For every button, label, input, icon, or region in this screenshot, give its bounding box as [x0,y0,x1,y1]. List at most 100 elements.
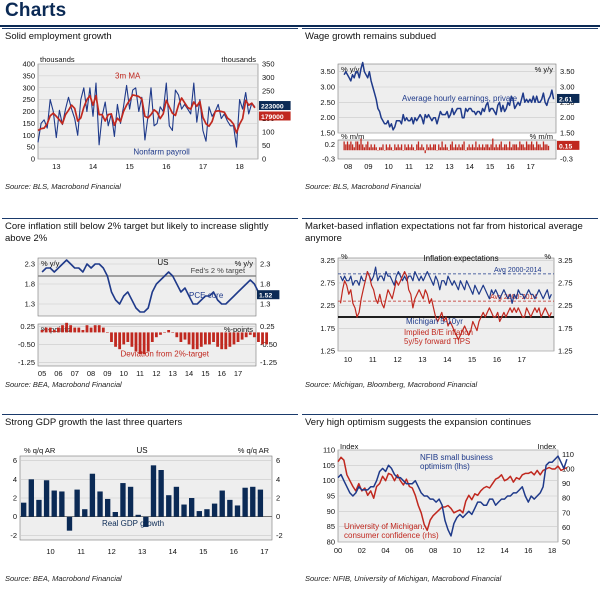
deviation-bar [101,327,105,333]
x-tick: 08 [87,369,95,378]
y-right-unit: Index [538,442,557,451]
y-left-tick: 80 [327,538,335,547]
deviation-bar [224,332,228,350]
mm-bar [438,144,440,151]
y-left-tick: 2 [13,494,17,503]
x-tick: 14 [443,355,451,364]
gdp-bar [196,511,202,517]
deviation-bar [154,332,158,338]
deviation-bar [97,325,101,333]
y-right-tick: 2.25 [558,301,573,310]
mm-bar [356,141,359,151]
end-label: 2.61 [559,96,572,103]
mm-bar [405,147,408,151]
x-tick: 14 [466,162,474,171]
mm-bar [416,144,418,151]
mm-bar [487,144,489,151]
mm-bar [546,144,548,151]
mm-bar [431,147,433,151]
end-label: 179000 [261,114,284,121]
x-tick: 13 [445,162,453,171]
mm-bar [365,144,367,151]
deviation-bar [126,332,130,342]
deviation-bar [159,332,162,335]
mm-bar [382,144,384,151]
mm-bar [390,147,393,151]
y-left-tick: 50 [27,143,35,152]
gdp-bar [74,489,80,517]
x-tick: 15 [201,369,209,378]
deviation-bar [142,332,146,354]
mm-bar [524,147,526,151]
end-label-box [259,111,291,121]
x-tick: 11 [369,355,377,364]
mm-bar [515,144,518,151]
mm-bar [471,144,474,151]
y-right-tick: 50 [562,538,570,547]
y-right-tick: 2 [276,494,280,503]
x-tick: 00 [334,546,342,555]
y-right-tick: 2.00 [560,113,575,122]
x-tick: 10 [385,162,393,171]
series-label: NFIB small business [420,453,493,462]
mm-bar [414,150,416,151]
series-label: PCE core [189,291,224,300]
mm-bar [392,150,394,151]
mm-bar [427,147,430,151]
mm-bar [400,144,403,151]
panel-core-inflation: Core inflation still below 2% target but… [2,218,298,394]
gdp-bar [89,473,96,517]
gdp-bar [97,491,103,517]
y-right-tick: 3.25 [558,256,573,265]
mm-bar [537,144,540,151]
x-tick: 14 [185,369,193,378]
panel-source: Source: BLS, Macrobond Financial [5,182,121,191]
earnings-line [343,61,555,131]
gdp-bar [135,514,141,517]
mm-bar [350,141,352,151]
mm-bar [482,144,484,151]
mm-bar [483,147,485,151]
panel-title: Very high optimism suggests the expansio… [305,417,532,428]
y-right-unit: % q/q AR [238,446,270,455]
deviation-bar [195,332,199,350]
mm-bar [453,147,455,151]
x-tick: 17 [199,162,207,171]
mm-bar [439,147,442,151]
chart-core-inflation: 1.3 1.3 1.8 1.8 2.3 2.3 0.25 0.25 -0.50 -0.50 -1.2… [18,257,280,378]
mm-bar [394,144,396,151]
mm-bar [446,147,448,151]
deviation-bar [110,332,113,342]
y-right-tick: 110 [562,450,574,459]
gdp-bar [43,480,50,517]
mm-bar [348,144,350,151]
mm-bar [436,150,438,151]
payroll-line [37,82,256,148]
x-tick: 13 [52,162,60,171]
y-right-tick: 50 [262,141,270,150]
mm-bar [387,147,389,151]
mm-bar [458,144,460,151]
deviation-bar [220,332,224,350]
x-tick: 11 [136,369,144,378]
deviation-bar [252,332,256,338]
gdp-bar [82,509,88,517]
mm-bar [519,141,521,151]
gdp-bar [36,499,42,517]
y-left-unit: % y/y [341,65,360,74]
series-label: 5y/5y forward TIPS [404,337,470,346]
deviation-bar [216,332,220,347]
gdp-bar [158,470,164,517]
mm-bar [520,144,523,151]
y-right-unit: % y/y [535,65,554,74]
y-left-tick: 250 [22,95,35,104]
y-right-tick: 80 [562,494,570,503]
mm-bar [522,144,524,151]
gdp-bar [234,505,241,517]
y-left-unit: % [341,252,348,261]
y-right-unit: %-points [224,325,253,334]
y-left-tick: -0.3 [322,155,335,164]
panel-gdp: Strong GDP growth the last three quarter… [2,414,298,590]
end-label: 223000 [261,104,284,111]
y-right-unit: thousands [221,55,256,64]
